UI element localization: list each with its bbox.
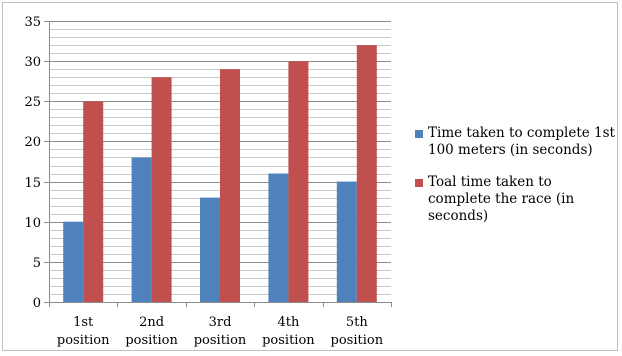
bar-series-1	[63, 221, 84, 302]
legend-item-series-2: Toal time taken to complete the race (in…	[415, 174, 615, 225]
x-tick-label: position	[331, 333, 384, 348]
x-tick-label: position	[57, 333, 110, 348]
bar-series-2	[83, 101, 104, 303]
x-tick-label: position	[194, 333, 247, 348]
legend: Time taken to complete 1st 100 meters (i…	[415, 125, 615, 240]
y-tick-label: 10	[24, 216, 41, 231]
x-tick-label: 3rd	[209, 315, 232, 330]
legend-swatch-series-2	[415, 179, 423, 187]
x-tick-label: 2nd	[139, 315, 164, 330]
legend-item-series-1: Time taken to complete 1st 100 meters (i…	[415, 125, 615, 159]
bar-series-1	[336, 181, 357, 302]
x-tick-label: position	[262, 333, 315, 348]
bar-series-2	[356, 45, 377, 302]
bar-series-1	[200, 197, 220, 302]
bar-series-2	[151, 77, 172, 302]
y-tick-label: 15	[24, 176, 41, 191]
x-tick-label: position	[125, 333, 178, 348]
bar-series-2	[220, 69, 240, 303]
y-tick-label: 20	[24, 135, 41, 150]
axes	[49, 21, 392, 307]
y-tick-label: 5	[33, 256, 41, 271]
x-tick-label: 4th	[277, 315, 299, 330]
chart-frame: 0 5 10 15 20 25 30 35 1st position 2nd position 3rd p…	[2, 2, 618, 351]
bar-chart: 0 5 10 15 20 25 30 35 1st position 2nd position 3rd p…	[24, 15, 392, 348]
legend-label-series-1: Time taken to complete 1st 100 meters (i…	[428, 125, 615, 158]
legend-swatch-series-1	[415, 130, 423, 138]
y-tick-label: 0	[33, 296, 41, 311]
y-tick-label: 35	[24, 15, 41, 30]
x-tick-label: 1st	[73, 315, 94, 330]
bar-series-1	[131, 157, 152, 302]
x-tick-label: 5th	[346, 315, 368, 330]
bar-series-1	[268, 173, 289, 302]
bars	[63, 45, 377, 303]
y-tick-label: 30	[24, 55, 41, 70]
bar-series-2	[288, 61, 309, 303]
y-tick-label: 25	[24, 95, 41, 110]
tick-labels: 0 5 10 15 20 25 30 35 1st position 2nd position 3rd p…	[24, 15, 383, 348]
legend-label-series-2: Toal time taken to complete the race (in…	[428, 174, 575, 224]
